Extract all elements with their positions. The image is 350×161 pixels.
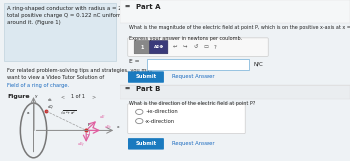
Text: N/C: N/C xyxy=(253,62,263,67)
Text: ?: ? xyxy=(214,45,217,50)
Text: $dE_x$: $dE_x$ xyxy=(104,124,113,131)
Text: $\sqrt{x^2\!+\!a^2}$: $\sqrt{x^2\!+\!a^2}$ xyxy=(60,108,76,117)
Text: E =: E = xyxy=(129,59,139,64)
FancyBboxPatch shape xyxy=(128,104,245,134)
Text: ds: ds xyxy=(47,98,52,102)
Text: Figure: Figure xyxy=(7,94,30,99)
Text: Part A: Part A xyxy=(136,4,160,10)
Text: Request Answer: Request Answer xyxy=(172,74,214,80)
Text: For related problem-solving tips and strategies, you may
want to view a Video Tu: For related problem-solving tips and str… xyxy=(7,68,153,80)
Text: ▭: ▭ xyxy=(204,45,209,50)
Text: y: y xyxy=(35,94,37,98)
Text: A ring-shaped conductor with radius a = 2.20 cm has a
total positive charge Q = : A ring-shaped conductor with radius a = … xyxy=(7,6,159,25)
FancyBboxPatch shape xyxy=(128,138,164,150)
Text: ▬: ▬ xyxy=(124,86,130,91)
Text: Field of a ring of charge.: Field of a ring of charge. xyxy=(7,83,69,88)
FancyBboxPatch shape xyxy=(147,59,249,70)
Text: dQ: dQ xyxy=(47,105,53,109)
Text: $dE$: $dE$ xyxy=(99,113,106,119)
FancyBboxPatch shape xyxy=(120,85,350,99)
Text: Part B: Part B xyxy=(136,86,160,92)
Text: <: < xyxy=(60,94,64,99)
Text: 1: 1 xyxy=(140,45,143,50)
Text: AΣΦ: AΣΦ xyxy=(154,45,164,49)
Text: x: x xyxy=(117,125,119,129)
Text: ↩: ↩ xyxy=(173,45,177,50)
Text: Submit: Submit xyxy=(135,141,156,146)
FancyBboxPatch shape xyxy=(134,41,149,54)
Text: Express your answer in newtons per coulomb.: Express your answer in newtons per coulo… xyxy=(129,36,242,41)
FancyBboxPatch shape xyxy=(120,0,350,23)
Text: 1 of 1: 1 of 1 xyxy=(71,94,85,99)
Text: What is the magnitude of the electric field at point P, which is on the positive: What is the magnitude of the electric fi… xyxy=(129,25,350,30)
Text: What is the direction of the electric field at point P?: What is the direction of the electric fi… xyxy=(129,101,255,106)
FancyBboxPatch shape xyxy=(4,3,116,61)
Text: P: P xyxy=(88,123,90,127)
FancyBboxPatch shape xyxy=(150,41,168,54)
Text: -x-direction: -x-direction xyxy=(145,118,175,124)
Text: a: a xyxy=(26,111,29,115)
Text: ↪: ↪ xyxy=(183,45,188,50)
Text: Request Answer: Request Answer xyxy=(172,141,214,146)
Text: >: > xyxy=(91,94,96,99)
Text: ↺: ↺ xyxy=(194,45,198,50)
FancyBboxPatch shape xyxy=(128,38,268,56)
Text: +x-direction: +x-direction xyxy=(145,109,178,114)
Text: $dE_y$: $dE_y$ xyxy=(77,140,85,149)
Text: ▬: ▬ xyxy=(124,4,130,9)
Text: Submit: Submit xyxy=(135,74,156,80)
FancyBboxPatch shape xyxy=(128,71,164,83)
